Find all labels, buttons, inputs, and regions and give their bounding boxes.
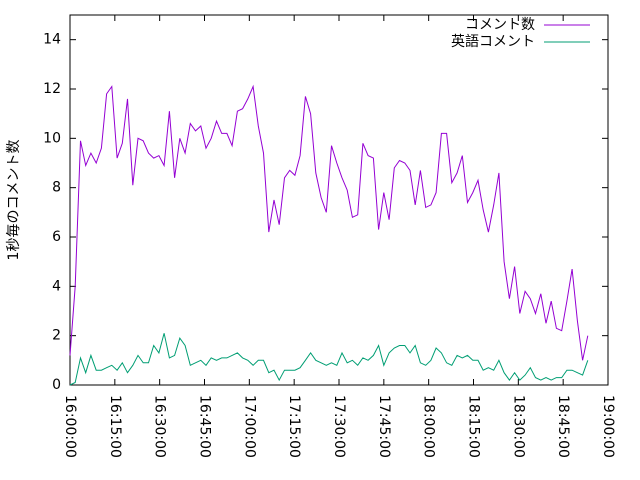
x-tick-label: 16:30:00 (152, 395, 168, 458)
y-tick-label: 14 (43, 32, 61, 48)
y-tick-label: 12 (43, 81, 61, 97)
x-tick-label: 16:15:00 (107, 395, 123, 458)
y-axis-label: 1秒毎のコメント数 (6, 140, 22, 261)
y-tick-label: 0 (52, 377, 61, 393)
x-tick-label: 18:45:00 (555, 395, 571, 458)
x-tick-label: 17:15:00 (286, 395, 302, 458)
plot-frame (69, 14, 609, 386)
x-tick-label: 18:00:00 (421, 395, 437, 458)
x-tick-label: 16:00:00 (62, 395, 78, 458)
x-tick-label: 17:00:00 (241, 395, 257, 458)
x-tick-label: 18:30:00 (510, 395, 526, 458)
y-tick-label: 2 (52, 328, 61, 344)
x-tick-label: 19:00:00 (600, 395, 616, 458)
y-tick-label: 4 (52, 278, 61, 294)
legend-label: コメント数 (465, 17, 535, 33)
x-tick-label: 17:30:00 (331, 395, 347, 458)
series-line (69, 333, 589, 386)
x-tick-label: 18:15:00 (466, 395, 482, 458)
y-tick-label: 8 (52, 180, 61, 196)
y-tick-label: 10 (43, 130, 61, 146)
x-tick-label: 17:45:00 (376, 395, 392, 458)
y-tick-label: 6 (52, 229, 61, 245)
legend-label: 英語コメント (451, 33, 535, 50)
x-tick-label: 16:45:00 (197, 395, 213, 458)
series-line (69, 84, 589, 361)
